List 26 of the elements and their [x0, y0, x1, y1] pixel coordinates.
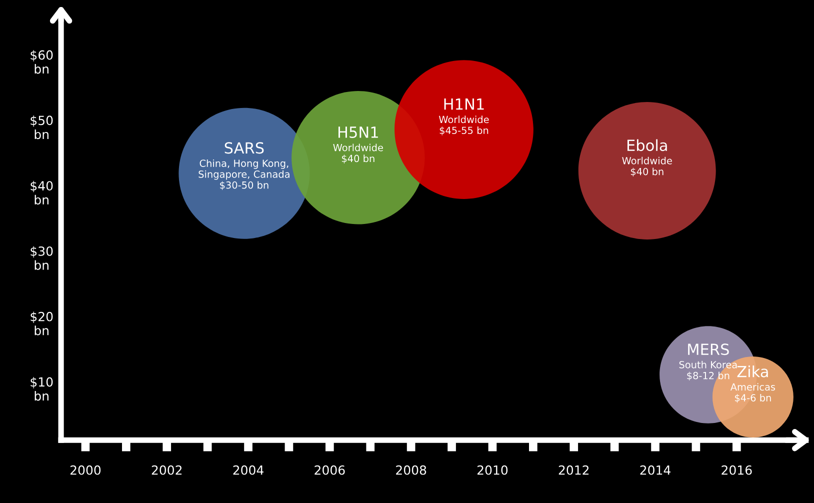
y-tick-label: $30 bn — [30, 246, 53, 270]
y-tick-label: $50 bn — [30, 115, 53, 140]
x-tick-label: 2012 — [558, 465, 589, 475]
x-tick-label: 2016 — [722, 465, 752, 475]
x-tick-label: 2002 — [152, 465, 182, 475]
y-tick-label: $10 bn — [30, 377, 53, 401]
y-tick-label: $20 bn — [30, 312, 53, 336]
x-tick-label: 2000 — [70, 465, 101, 475]
y-tick-label: $60 bn — [30, 50, 53, 74]
annotation: Worldwide $40 bn — [622, 156, 672, 177]
series-label: H5N1 — [338, 126, 378, 138]
x-tick-label: 2006 — [314, 465, 345, 475]
y-tick-label: $40 bn — [30, 180, 53, 205]
annotation: Worldwide $40 bn — [333, 144, 383, 164]
x-tick-label: 2008 — [396, 465, 426, 475]
annotation: China, Hong Kong, Singapore, Canada $30-50 bn — [198, 159, 290, 190]
x-tick-label: 2014 — [640, 465, 670, 475]
series-label: H1N1 — [444, 98, 484, 110]
annotation: Worldwide $45-55 bn — [438, 116, 489, 136]
series-label: MERS — [688, 344, 729, 356]
x-tick-label: 2010 — [477, 465, 508, 475]
series-label: SARS — [224, 142, 264, 154]
series-label: Ebola — [627, 139, 667, 152]
x-tick-label: 2004 — [233, 465, 264, 475]
series-label: Zika — [737, 366, 768, 378]
annotation: Americas $4-6 bn — [730, 383, 776, 403]
